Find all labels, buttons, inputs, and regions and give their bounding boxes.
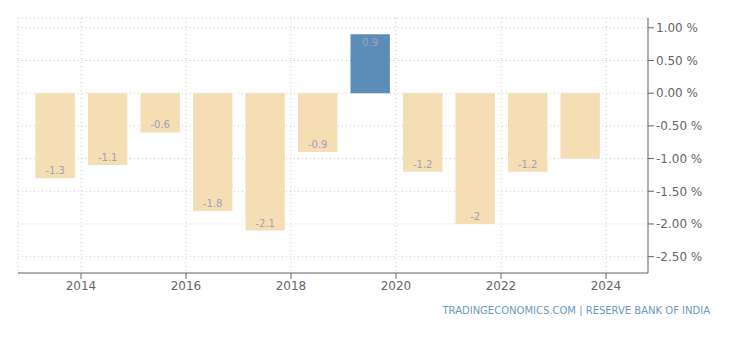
svg-text:-0.6: -0.6	[150, 119, 170, 130]
svg-text:-1.2: -1.2	[518, 159, 538, 170]
svg-text:2020: 2020	[381, 279, 412, 293]
svg-text:2024: 2024	[591, 279, 622, 293]
svg-text:-1.8: -1.8	[203, 198, 223, 209]
svg-text:-1.3: -1.3	[45, 165, 65, 176]
svg-text:-2.00 %: -2.00 %	[656, 217, 702, 231]
svg-text:-1.00 %: -1.00 %	[656, 152, 702, 166]
html-text:TRADINGECONOMICS.COM | RESERVE: TRADINGECONOMICS.COM | RESERVE BANK OF I…	[442, 305, 710, 316]
svg-text:-1.1: -1.1	[98, 152, 118, 163]
svg-text:-2.1: -2.1	[255, 218, 275, 229]
svg-text:0.9: 0.9	[362, 37, 378, 48]
svg-text:-2.50 %: -2.50 %	[656, 250, 702, 264]
svg-text:-0.9: -0.9	[308, 139, 328, 150]
svg-text:2018: 2018	[276, 279, 307, 293]
svg-text:0.00 %: 0.00 %	[656, 86, 698, 100]
svg-text:2016: 2016	[171, 279, 202, 293]
svg-text:-0.50 %: -0.50 %	[656, 119, 702, 133]
svg-text:0.50 %: 0.50 %	[656, 54, 698, 68]
svg-text:-1.50 %: -1.50 %	[656, 185, 702, 199]
svg-text:2022: 2022	[486, 279, 517, 293]
svg-text:-1.2: -1.2	[413, 159, 433, 170]
svg-text:1.00 %: 1.00 %	[656, 21, 698, 35]
svg-text:-2: -2	[470, 211, 480, 222]
svg-text:2014: 2014	[66, 279, 97, 293]
